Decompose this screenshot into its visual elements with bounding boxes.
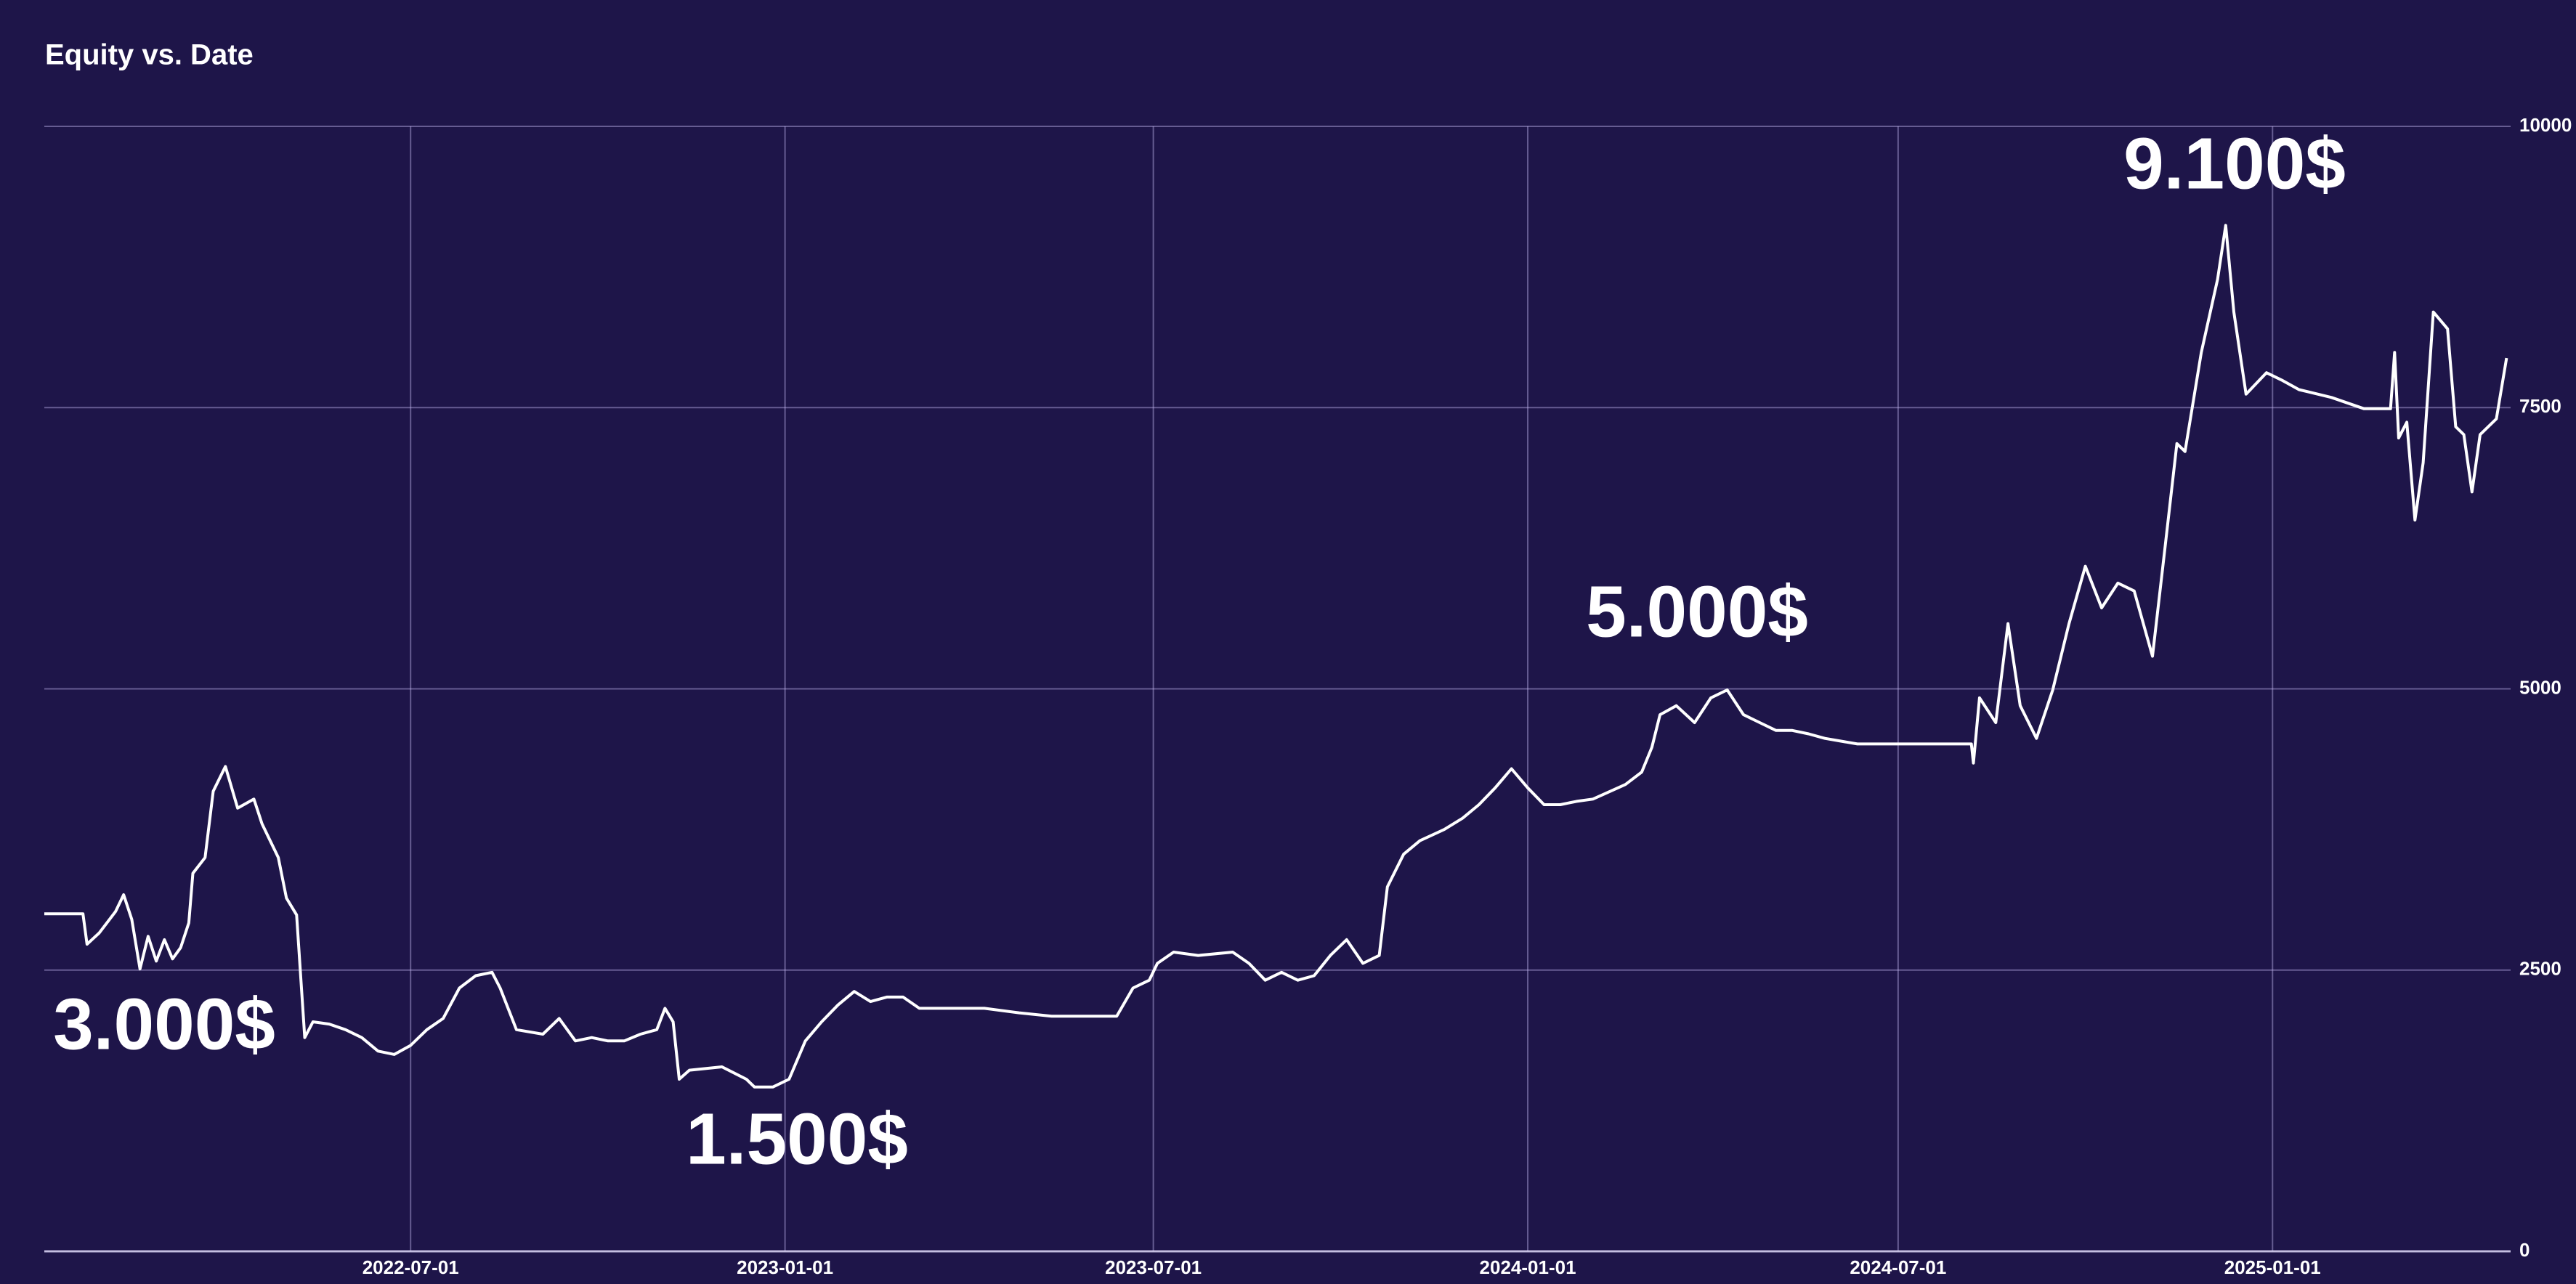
y-tick-label: 7500: [2519, 395, 2561, 417]
y-tick-label: 0: [2519, 1239, 2530, 1261]
x-tick-label: 2025-01-01: [2224, 1256, 2321, 1278]
x-tick-label: 2022-07-01: [362, 1256, 459, 1278]
y-tick-label: 2500: [2519, 958, 2561, 980]
x-tick-label: 2024-07-01: [1850, 1256, 1946, 1278]
annotation: 1.500$: [686, 1098, 908, 1179]
x-tick-label: 2023-07-01: [1105, 1256, 1202, 1278]
chart-title: Equity vs. Date: [45, 39, 254, 71]
equity-line: [44, 224, 2508, 1089]
annotation: 9.100$: [2123, 123, 2346, 204]
x-tick-label: 2024-01-01: [1480, 1256, 1576, 1278]
y-tick-label: 5000: [2519, 676, 2561, 698]
y-tick-label: 10000: [2519, 114, 2572, 136]
annotation: 3.000$: [53, 983, 275, 1065]
x-tick-label: 2023-01-01: [737, 1256, 833, 1278]
annotation: 5.000$: [1586, 571, 1808, 652]
